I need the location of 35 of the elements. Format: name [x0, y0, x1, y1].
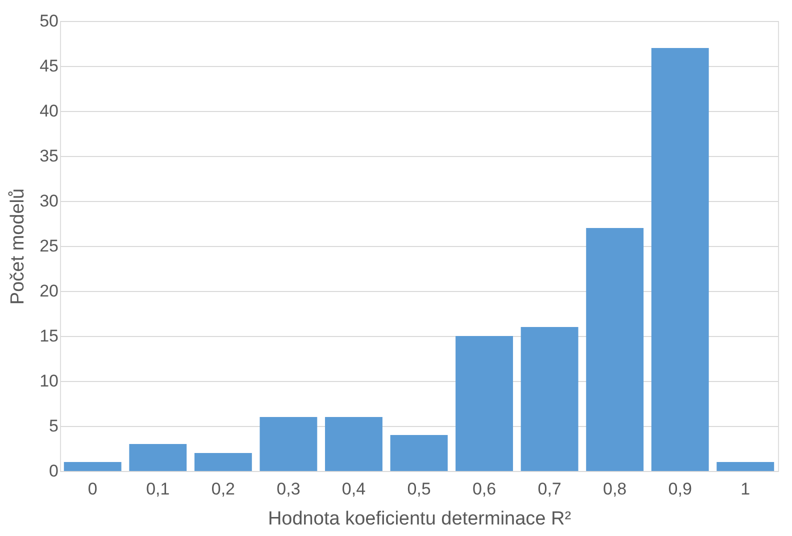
- y-tick-label: 0: [49, 462, 58, 480]
- bar: [64, 462, 122, 471]
- y-tick-label: 10: [40, 372, 58, 390]
- bar: [586, 228, 644, 471]
- x-tick-label: 0,9: [668, 480, 692, 498]
- y-tick-label: 25: [40, 236, 58, 256]
- x-tick-label: 0: [88, 480, 98, 498]
- y-tick-label: 40: [40, 102, 58, 120]
- y-tick-label: 35: [40, 146, 58, 166]
- bar: [325, 417, 382, 471]
- bar: [194, 453, 252, 471]
- y-tick-label: 50: [40, 12, 58, 30]
- y-tick-label: 20: [40, 282, 58, 300]
- x-tick-label: 0,1: [146, 480, 170, 498]
- bar: [456, 336, 513, 471]
- x-tick-label: 0,8: [603, 480, 627, 498]
- bar: [129, 444, 187, 471]
- x-tick-label: 0,4: [342, 480, 366, 498]
- x-tick-label: 0,6: [472, 480, 496, 498]
- x-tick-label: 0,7: [538, 480, 562, 498]
- y-tick-label: 30: [40, 192, 58, 210]
- x-tick-label: 0,2: [211, 480, 235, 498]
- bar: [520, 327, 578, 471]
- x-axis-title: Hodnota koeficientu determinace R²: [268, 508, 572, 530]
- y-axis-title: Počet modelů: [8, 188, 29, 305]
- y-tick-label: 45: [40, 56, 58, 76]
- x-tick-label: 0,3: [276, 480, 300, 498]
- x-tick-label: 0,5: [407, 480, 431, 498]
- bar: [716, 462, 774, 471]
- bar: [651, 48, 709, 471]
- x-tick-label: 1: [740, 480, 750, 498]
- y-tick-label: 15: [40, 326, 58, 346]
- bar: [390, 435, 448, 471]
- bar: [260, 417, 318, 471]
- y-tick-label: 5: [49, 416, 58, 436]
